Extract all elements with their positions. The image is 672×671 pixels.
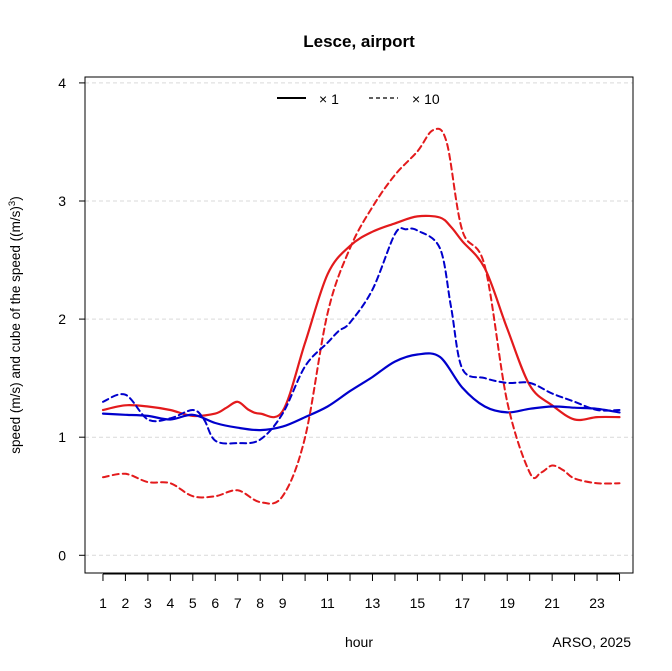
legend: × 1 × 10 [277, 91, 440, 107]
x-tick-label: 7 [234, 595, 242, 611]
x-tick-label: 5 [189, 595, 197, 611]
plot-frame [84, 76, 634, 574]
y-tick-label: 2 [58, 311, 66, 327]
series-line-red-solid [101, 214, 621, 422]
y-tick-label: 3 [58, 193, 66, 209]
x-tick-label: 21 [544, 595, 560, 611]
x-tick-label: 8 [256, 595, 264, 611]
y-tick-label: 4 [58, 75, 66, 91]
x-tick-label: 15 [410, 595, 426, 611]
x-axis-label: hour [345, 634, 373, 650]
x-tick-label: 6 [211, 595, 219, 611]
series-lines [101, 127, 621, 505]
x-tick-label: 13 [365, 595, 381, 611]
x-tick-label: 4 [166, 595, 174, 611]
x-tick-label: 3 [144, 595, 152, 611]
y-tick-label: 0 [58, 547, 66, 563]
x-tick-label: 2 [122, 595, 130, 611]
legend-label-solid: × 1 [319, 91, 339, 107]
grid-lines [85, 82, 633, 556]
y-axis-label-superscript: 3 [7, 201, 18, 206]
x-tick-label: 19 [499, 595, 515, 611]
x-tick-label: 1 [99, 595, 107, 611]
chart-title: Lesce, airport [303, 32, 415, 51]
series-line-red-dashed [102, 127, 621, 505]
legend-label-dashed: × 10 [412, 91, 440, 107]
series-line-blue-solid [101, 352, 621, 432]
x-tick-label: 17 [455, 595, 471, 611]
x-tick-label: 23 [589, 595, 605, 611]
x-tick-label: 11 [320, 595, 335, 611]
x-tick-label: 9 [279, 595, 287, 611]
y-axis-label: speed (m/s) and cube of the speed ((m/s)… [7, 196, 24, 453]
y-tick-label: 1 [58, 429, 66, 445]
credit-text: ARSO, 2025 [552, 634, 631, 650]
series-line-blue-dashed [102, 227, 621, 445]
